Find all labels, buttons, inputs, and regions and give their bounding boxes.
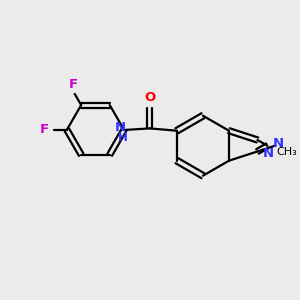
- Text: CH₃: CH₃: [277, 147, 297, 157]
- Text: F: F: [40, 123, 49, 136]
- Text: F: F: [69, 78, 78, 91]
- Text: N: N: [262, 147, 274, 160]
- Text: O: O: [144, 92, 155, 104]
- Text: N: N: [273, 137, 284, 150]
- Text: H: H: [118, 131, 128, 144]
- Text: N: N: [115, 121, 126, 134]
